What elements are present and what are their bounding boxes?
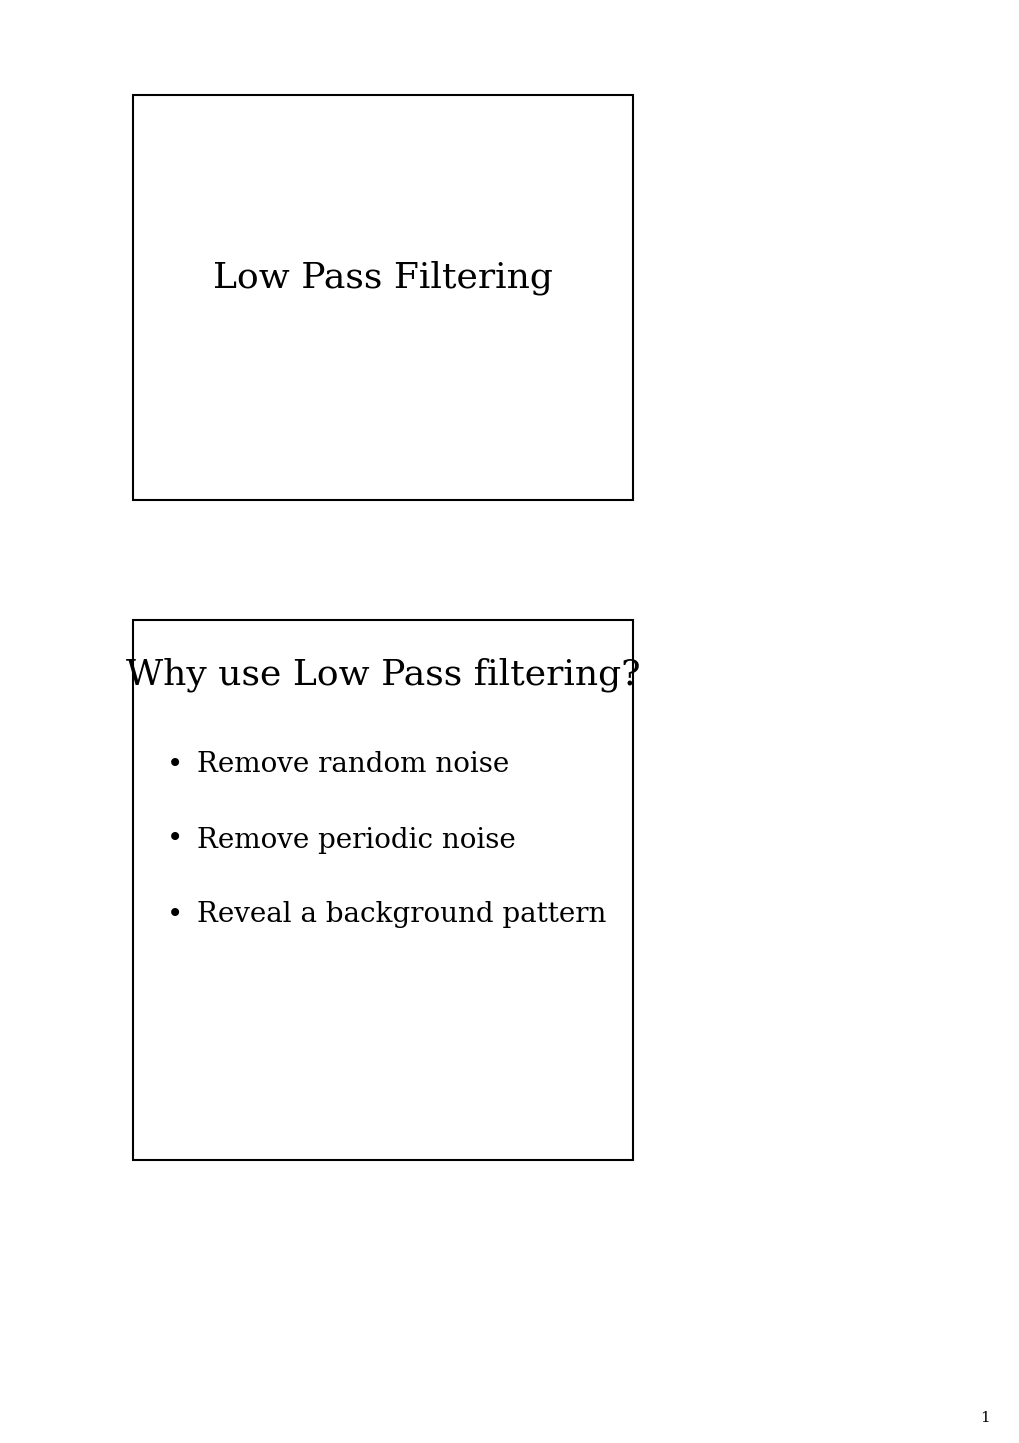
Text: Low Pass Filtering: Low Pass Filtering bbox=[213, 260, 552, 294]
Text: Reveal a background pattern: Reveal a background pattern bbox=[197, 902, 605, 928]
Text: •: • bbox=[167, 902, 183, 928]
Text: Why use Low Pass filtering?: Why use Low Pass filtering? bbox=[125, 658, 640, 693]
Bar bbox=[132, 620, 633, 1160]
Text: •: • bbox=[167, 827, 183, 853]
Text: Remove periodic noise: Remove periodic noise bbox=[197, 827, 516, 853]
Text: 1: 1 bbox=[979, 1411, 989, 1426]
Text: •: • bbox=[167, 752, 183, 779]
Bar bbox=[132, 95, 633, 501]
Text: Remove random noise: Remove random noise bbox=[197, 752, 508, 779]
